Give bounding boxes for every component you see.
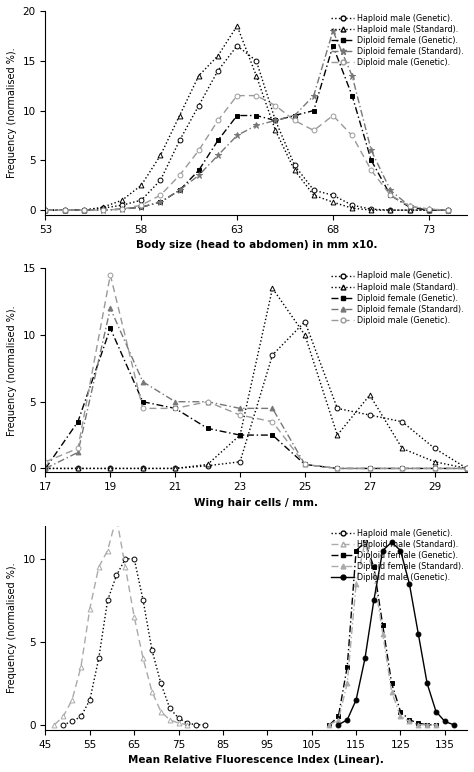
X-axis label: Body size (head to abdomen) in mm x10.: Body size (head to abdomen) in mm x10. xyxy=(136,240,377,250)
Y-axis label: Frequency (normalised %).: Frequency (normalised %). xyxy=(7,48,17,178)
Y-axis label: Frequency (normalised %).: Frequency (normalised %). xyxy=(7,305,17,435)
Legend: Haploid male (Genetic)., Haploid male (Standard)., Diploid female (Genetic)., Di: Haploid male (Genetic)., Haploid male (S… xyxy=(330,270,465,326)
X-axis label: Mean Relative Fluorescence Index (Linear).: Mean Relative Fluorescence Index (Linear… xyxy=(128,755,384,765)
Legend: Haploid male (Genetic)., Haploid male (Standard)., Diploid female (Genetic)., Di: Haploid male (Genetic)., Haploid male (S… xyxy=(330,12,465,69)
Legend: Haploid male (Genetic)., Haploid male (Standard)., Diploid female (Genetic)., Di: Haploid male (Genetic)., Haploid male (S… xyxy=(330,527,465,584)
Y-axis label: Frequency (normalised %).: Frequency (normalised %). xyxy=(7,562,17,693)
X-axis label: Wing hair cells / mm.: Wing hair cells / mm. xyxy=(194,498,318,508)
